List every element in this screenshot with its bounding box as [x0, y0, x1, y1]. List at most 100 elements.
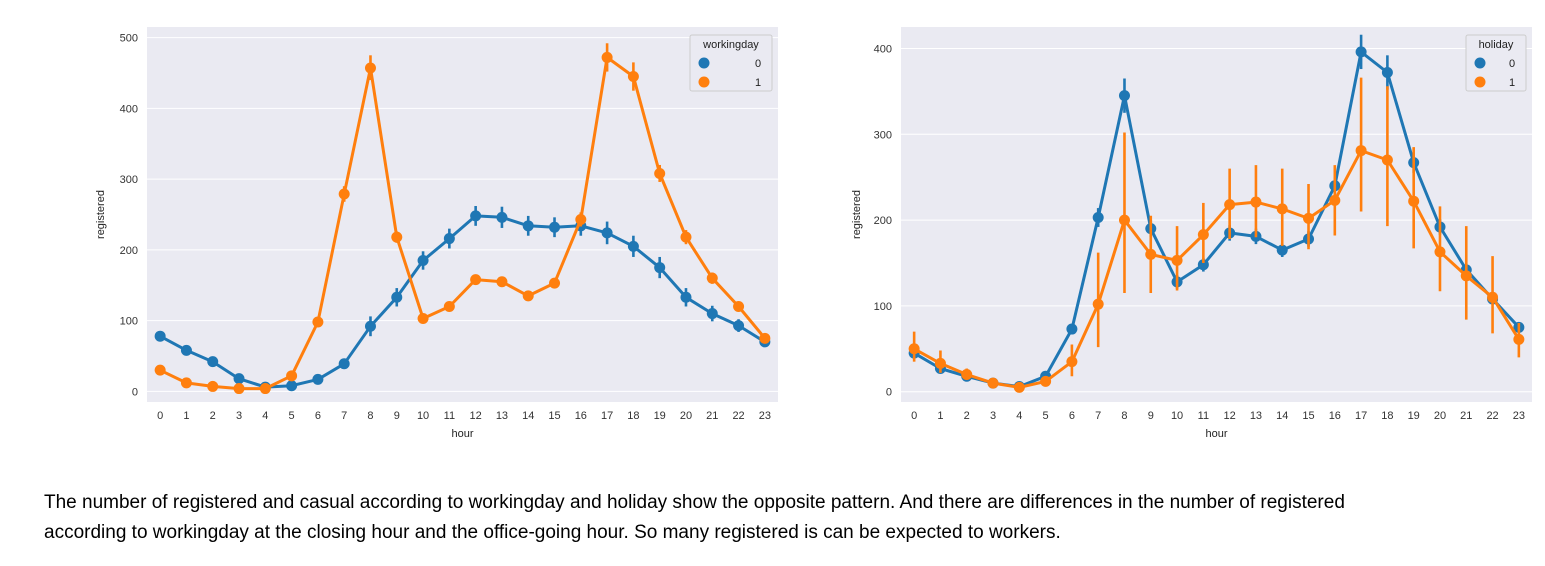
caption-line-1: The number of registered and casual acco…	[44, 492, 1345, 513]
x-tick-label: 8	[1121, 410, 1127, 422]
legend-marker	[1474, 57, 1486, 69]
x-tick-label: 1	[183, 410, 189, 422]
data-point	[601, 51, 613, 63]
x-tick-label: 10	[417, 410, 429, 422]
data-point	[1066, 323, 1078, 335]
x-tick-label: 19	[1408, 410, 1420, 422]
data-point	[627, 240, 639, 252]
data-point	[1381, 66, 1393, 78]
data-point	[908, 343, 920, 355]
y-axis-label: registered	[851, 190, 863, 239]
data-point	[627, 71, 639, 83]
data-point	[680, 231, 692, 243]
plot-background	[147, 27, 778, 402]
y-tick-label: 400	[120, 103, 138, 115]
caption-line-2: according to workingday at the closing h…	[44, 522, 1061, 543]
x-tick-label: 14	[522, 410, 534, 422]
x-tick-label: 5	[289, 410, 295, 422]
data-point	[1145, 248, 1157, 260]
data-point	[654, 167, 666, 179]
y-tick-label: 300	[120, 174, 138, 186]
legend-label: 0	[1509, 58, 1515, 70]
x-tick-label: 12	[470, 410, 482, 422]
x-tick-label: 9	[1148, 410, 1154, 422]
data-point	[338, 188, 350, 200]
data-point	[934, 357, 946, 369]
x-tick-label: 14	[1276, 410, 1288, 422]
data-point	[207, 380, 219, 392]
data-point	[391, 291, 403, 303]
data-point	[654, 262, 666, 274]
data-point	[1513, 333, 1525, 345]
data-point	[1224, 199, 1236, 211]
x-tick-label: 21	[706, 410, 718, 422]
data-point	[154, 330, 166, 342]
data-point	[1013, 381, 1025, 393]
data-point	[154, 364, 166, 376]
x-tick-label: 7	[341, 410, 347, 422]
x-tick-label: 13	[1250, 410, 1262, 422]
data-point	[180, 377, 192, 389]
data-point	[987, 377, 999, 389]
x-tick-label: 13	[496, 410, 508, 422]
legend-marker	[698, 76, 710, 88]
x-tick-label: 11	[1198, 410, 1209, 422]
y-tick-label: 400	[874, 43, 892, 55]
data-point	[549, 277, 561, 289]
data-point	[1092, 212, 1104, 224]
series-1	[908, 77, 1525, 393]
data-point	[1197, 229, 1209, 241]
data-point	[1276, 244, 1288, 256]
x-tick-label: 5	[1043, 410, 1049, 422]
data-point	[706, 308, 718, 320]
data-point	[286, 370, 298, 382]
data-point	[1408, 195, 1420, 207]
x-tick-label: 16	[1329, 410, 1341, 422]
x-tick-label: 15	[548, 410, 560, 422]
data-point	[364, 62, 376, 74]
x-tick-label: 17	[1355, 410, 1367, 422]
x-tick-label: 23	[759, 410, 771, 422]
x-tick-label: 21	[1460, 410, 1472, 422]
x-tick-label: 0	[911, 410, 917, 422]
x-tick-label: 15	[1302, 410, 1314, 422]
legend-label: 0	[755, 58, 761, 70]
x-tick-label: 23	[1513, 410, 1525, 422]
data-point	[470, 274, 482, 286]
data-point	[522, 220, 534, 232]
data-point	[496, 211, 508, 223]
y-tick-label: 0	[886, 387, 892, 399]
x-tick-label: 3	[236, 410, 242, 422]
data-point	[680, 291, 692, 303]
data-point	[233, 373, 245, 385]
x-axis-label: hour	[451, 428, 473, 440]
data-point	[1066, 356, 1078, 368]
x-tick-label: 18	[1381, 410, 1393, 422]
legend-marker	[1474, 76, 1486, 88]
data-point	[443, 233, 455, 245]
data-point	[180, 344, 192, 356]
data-point	[733, 320, 745, 332]
data-point	[1355, 145, 1367, 157]
data-point	[312, 316, 324, 328]
x-tick-label: 18	[627, 410, 639, 422]
data-point	[338, 358, 350, 370]
data-point	[1276, 203, 1288, 215]
data-point	[706, 272, 718, 284]
data-point	[1434, 246, 1446, 258]
y-tick-label: 100	[874, 301, 892, 313]
data-point	[1381, 154, 1393, 166]
data-point	[1355, 46, 1367, 58]
legend-title: workingday	[702, 39, 759, 51]
data-point	[759, 332, 771, 344]
y-axis-label: registered	[95, 190, 107, 239]
data-point	[1092, 298, 1104, 310]
data-point	[496, 276, 508, 288]
x-tick-label: 16	[575, 410, 587, 422]
x-tick-label: 9	[394, 410, 400, 422]
x-tick-label: 12	[1224, 410, 1236, 422]
x-tick-label: 6	[1069, 410, 1075, 422]
x-tick-label: 11	[444, 410, 455, 422]
series-1	[154, 43, 771, 395]
data-point	[1487, 291, 1499, 303]
